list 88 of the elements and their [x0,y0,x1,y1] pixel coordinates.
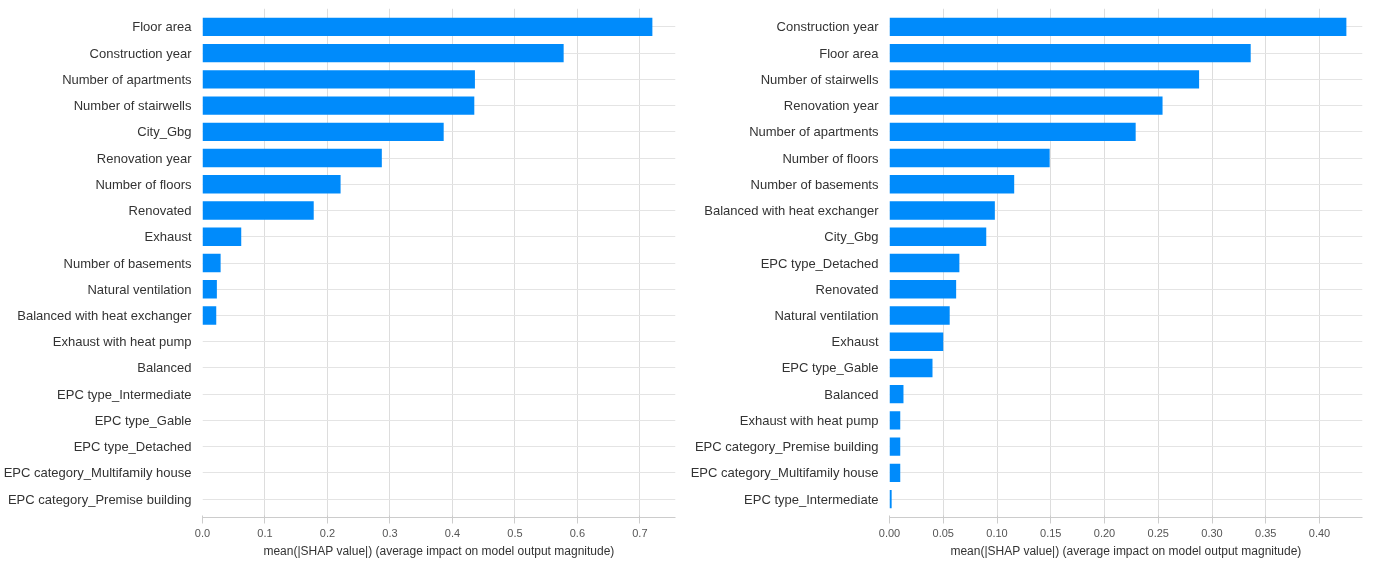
y-tick-label: Renovation year [783,98,880,114]
bar [202,280,217,299]
y-tick-label: City_Gbg [137,124,192,140]
x-axis-title: mean(|SHAP value|) (average impact on model output magnitude) [263,543,615,558]
bar [889,332,944,351]
bar [202,306,217,325]
bar [202,148,382,168]
bar [889,148,1050,168]
bar [202,70,475,89]
x-tick-label: 0.20 [1093,526,1116,539]
y-tick-label: Number of basements [63,255,192,271]
bar [889,175,1015,194]
bar [202,253,221,273]
x-axis-title: mean(|SHAP value|) (average impact on model output magnitude) [950,543,1302,558]
x-tick-label: 0.00 [878,526,901,539]
y-tick-label: EPC type_Detached [73,439,192,455]
y-tick-label: Number of apartments [749,124,879,140]
bar [889,96,1163,115]
bar [889,122,1136,141]
x-tick-label: 0.10 [986,526,1008,539]
bar [889,306,950,325]
y-tick-label: Exhaust [144,229,192,245]
bar [202,201,314,220]
x-tick-label: 0.6 [569,526,586,539]
y-tick-label: Number of apartments [62,71,192,87]
x-tick-label: 0.40 [1308,526,1331,539]
x-tick-label: 0.2 [319,526,336,539]
y-tick-label: Exhaust with heat pump [52,334,192,350]
y-tick-label: Number of basements [750,176,879,192]
y-tick-label: Floor area [819,45,880,61]
y-tick-label: Exhaust with heat pump [739,412,879,428]
bar [202,17,653,37]
y-tick-label: Natural ventilation [774,307,879,323]
y-tick-label: Number of floors [95,176,192,192]
bar [889,489,892,509]
x-tick-label: 0.0 [194,526,211,539]
x-tick-label: 0.5 [507,526,523,539]
y-tick-label: Construction year [89,45,193,61]
x-tick-label: 0.4 [444,526,461,539]
x-tick-label: 0.1 [257,526,273,539]
x-tick-label: 0.35 [1255,526,1277,539]
y-tick-label: Construction year [776,19,880,35]
bar [889,70,1200,89]
y-tick-label: Balanced [137,360,192,376]
y-tick-label: EPC type_Intermediate [57,386,192,402]
y-tick-label: Balanced with heat exchanger [17,307,193,323]
bar [202,96,475,115]
bar [889,43,1251,63]
y-tick-label: Renovated [128,203,192,219]
y-tick-label: EPC type_Gable [781,360,879,376]
bar [889,437,901,456]
y-tick-label: Number of stairwells [73,98,192,114]
x-tick-label: 0.3 [382,526,398,539]
x-tick-label: 0.30 [1201,526,1223,539]
bar [889,253,960,273]
bar [202,43,564,63]
y-tick-label: Renovated [815,281,879,297]
bar [202,227,242,246]
y-tick-label: EPC category_Multifamily house [3,465,192,481]
x-tick-label: 0.05 [932,526,954,539]
y-tick-label: EPC category_Premise building [694,439,879,455]
y-tick-label: EPC category_Multifamily house [690,465,879,481]
bar [889,227,987,246]
x-tick-label: 0.15 [1040,526,1062,539]
y-tick-label: Number of floors [782,150,879,166]
y-tick-label: EPC category_Premise building [7,491,192,507]
y-tick-label: Natural ventilation [87,281,192,297]
bar [202,122,444,141]
y-tick-label: Number of stairwells [760,71,879,87]
bar [889,17,1347,37]
y-tick-label: City_Gbg [824,229,879,245]
y-tick-label: Floor area [132,19,193,35]
bar [202,175,341,194]
y-tick-label: Balanced [824,386,879,402]
bar [889,385,904,404]
y-tick-label: Balanced with heat exchanger [704,203,880,219]
bar [889,358,933,378]
y-tick-label: Exhaust [831,334,879,350]
y-tick-label: Renovation year [96,150,193,166]
y-tick-label: EPC type_Detached [760,255,879,271]
x-tick-label: 0.7 [632,526,648,539]
bar [889,463,901,483]
bar [889,411,901,430]
bar [889,280,957,299]
y-tick-label: EPC type_Gable [94,412,192,428]
bar [889,201,995,220]
y-tick-label: EPC type_Intermediate [744,491,879,507]
x-tick-label: 0.25 [1147,526,1169,539]
